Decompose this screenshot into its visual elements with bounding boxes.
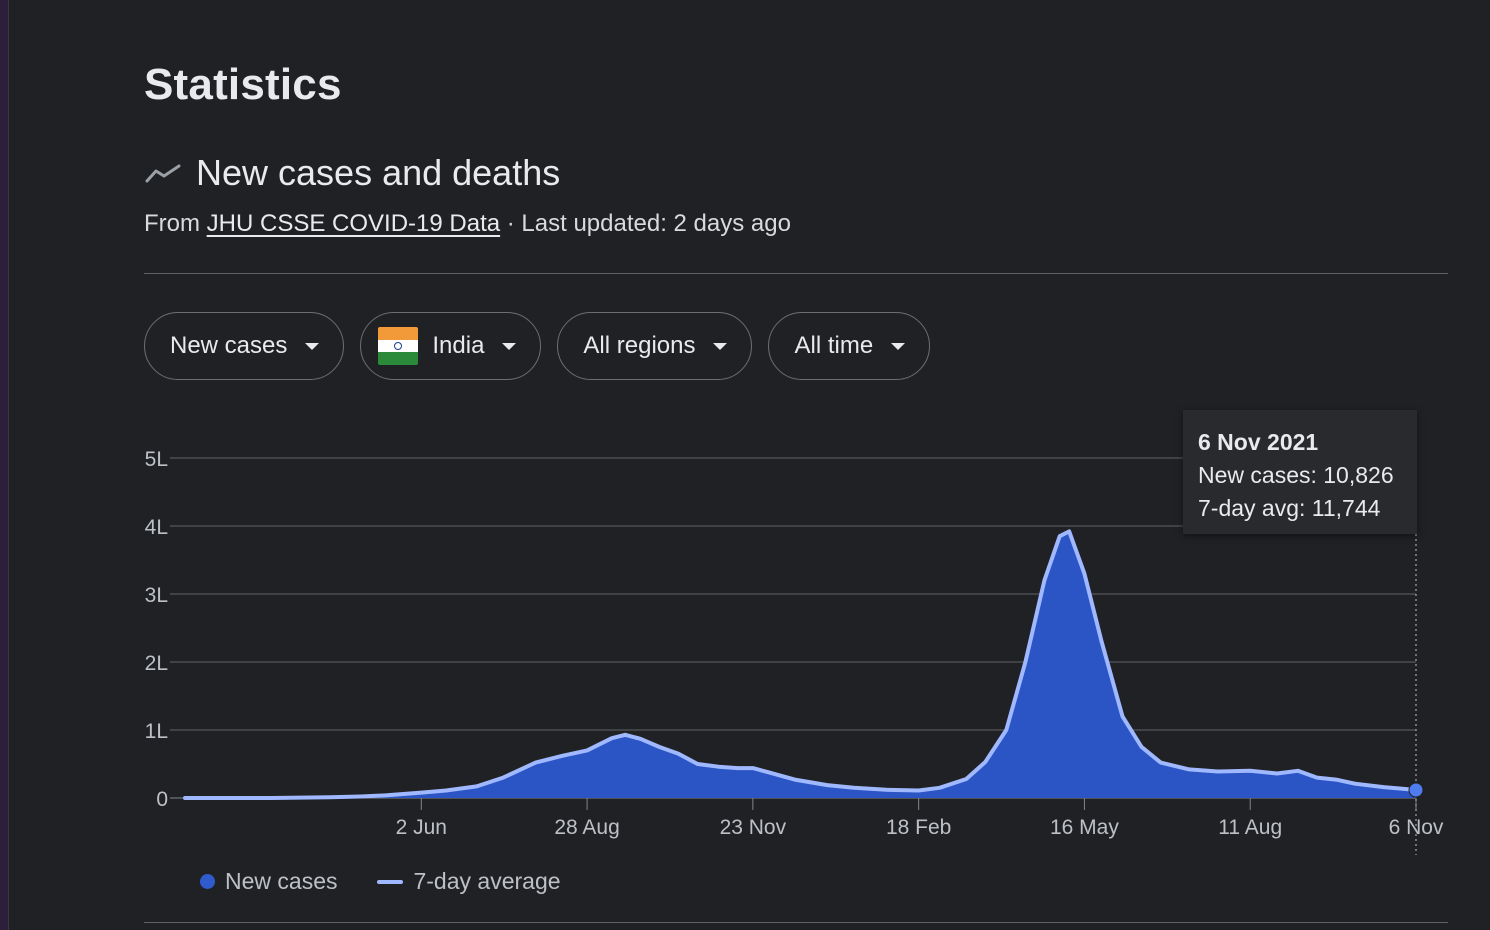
new-cases-area	[185, 531, 1416, 798]
x-tick-label: 23 Nov	[720, 816, 787, 839]
country-dropdown[interactable]: India	[360, 312, 542, 380]
region-label: All regions	[583, 332, 696, 359]
metric-label: New cases	[170, 332, 288, 359]
divider-top	[144, 273, 1448, 274]
tooltip-cases: New cases: 10,826	[1198, 462, 1394, 488]
india-flag-icon	[378, 327, 419, 365]
region-dropdown[interactable]: All regions	[557, 312, 753, 380]
x-tick-label: 18 Feb	[886, 816, 951, 839]
y-tick-label: 4L	[145, 516, 168, 539]
window-edge	[0, 0, 9, 930]
tooltip-avg: 7-day avg: 11,744	[1198, 495, 1381, 521]
divider-bottom	[144, 922, 1448, 923]
legend-cases: New cases	[225, 868, 338, 894]
last-updated: · Last updated: 2 days ago	[500, 210, 791, 237]
y-tick-label: 1L	[145, 720, 168, 743]
source-link[interactable]: JHU CSSE COVID-19 Data	[206, 210, 501, 237]
chevron-down-icon	[502, 342, 517, 350]
hover-point	[1408, 782, 1424, 798]
x-tick-label: 6 Nov	[1389, 816, 1444, 839]
chevron-down-icon	[891, 342, 906, 350]
legend-dot-icon	[200, 874, 215, 889]
x-tick-label: 16 May	[1050, 816, 1119, 839]
time-range-label: All time	[794, 332, 874, 359]
chevron-down-icon	[713, 342, 728, 350]
legend-line-icon	[377, 879, 404, 884]
trend-line-icon	[145, 164, 181, 183]
source-line: From JHU CSSE COVID-19 Data · Last updat…	[144, 210, 791, 238]
time-range-dropdown[interactable]: All time	[768, 312, 931, 380]
tooltip-date: 6 Nov 2021	[1198, 429, 1319, 455]
section-title: New cases and deaths	[196, 152, 561, 193]
seven-day-average-line	[183, 529, 1418, 800]
chevron-down-icon	[305, 342, 320, 350]
x-tick-label: 2 Jun	[396, 816, 447, 839]
y-tick-label: 2L	[145, 652, 168, 675]
chart-legend: New cases 7-day average	[200, 868, 561, 895]
y-tick-label: 0	[156, 788, 168, 811]
filter-bar: New cases India All regions All time	[144, 312, 931, 380]
metric-dropdown[interactable]: New cases	[144, 312, 345, 380]
x-tick-label: 28 Aug	[554, 816, 619, 839]
section-header: New cases and deaths	[144, 152, 560, 194]
y-tick-label: 3L	[145, 584, 168, 607]
legend-avg: 7-day average	[413, 868, 561, 894]
source-prefix: From	[144, 210, 207, 237]
chart-tooltip: 6 Nov 2021 New cases: 10,826 7-day avg: …	[1183, 410, 1417, 534]
x-tick-label: 11 Aug	[1218, 816, 1282, 839]
page-title: Statistics	[144, 60, 342, 109]
y-tick-label: 5L	[145, 448, 168, 471]
country-label: India	[432, 332, 485, 359]
